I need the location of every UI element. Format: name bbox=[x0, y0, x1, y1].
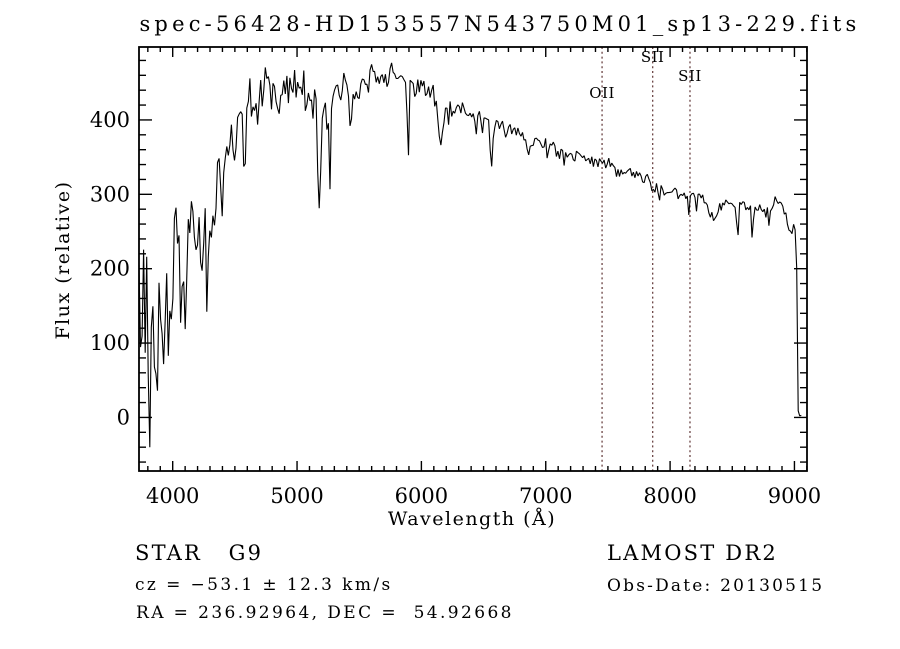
axis-ticks bbox=[139, 47, 808, 471]
emission-line-label-2: SII bbox=[678, 67, 702, 85]
y-tick-label-400: 400 bbox=[90, 108, 130, 132]
x-tick-label-4000: 4000 bbox=[146, 484, 199, 508]
y-tick-label-200: 200 bbox=[90, 257, 130, 281]
obs-date-text: Obs-Date: 20130515 bbox=[607, 576, 825, 596]
x-tick-label-7000: 7000 bbox=[519, 484, 572, 508]
radial-velocity-text: cz = −53.1 ± 12.3 km/s bbox=[135, 575, 393, 595]
x-tick-label-9000: 9000 bbox=[768, 484, 821, 508]
y-tick-label-100: 100 bbox=[90, 331, 130, 355]
x-tick-label-6000: 6000 bbox=[395, 484, 448, 508]
x-tick-label-8000: 8000 bbox=[643, 484, 696, 508]
spectrum-trace bbox=[138, 62, 802, 448]
x-tick-label-5000: 5000 bbox=[270, 484, 323, 508]
plot-title: spec-56428-HD153557N543750M01_sp13-229.f… bbox=[139, 12, 861, 36]
emission-line-label-0: OII bbox=[589, 84, 615, 102]
y-axis-label: Flux (relative) bbox=[52, 180, 74, 340]
emission-line-label-1: SII bbox=[641, 48, 665, 66]
y-tick-label-300: 300 bbox=[90, 182, 130, 206]
survey-release-text: LAMOST DR2 bbox=[607, 541, 778, 565]
x-axis-label: Wavelength (Å) bbox=[387, 508, 557, 530]
y-tick-label-0: 0 bbox=[117, 405, 130, 429]
ra-dec-text: RA = 236.92964, DEC = 54.92668 bbox=[136, 603, 514, 623]
object-class-text: STAR G9 bbox=[135, 541, 264, 565]
plot-frame bbox=[138, 46, 808, 472]
